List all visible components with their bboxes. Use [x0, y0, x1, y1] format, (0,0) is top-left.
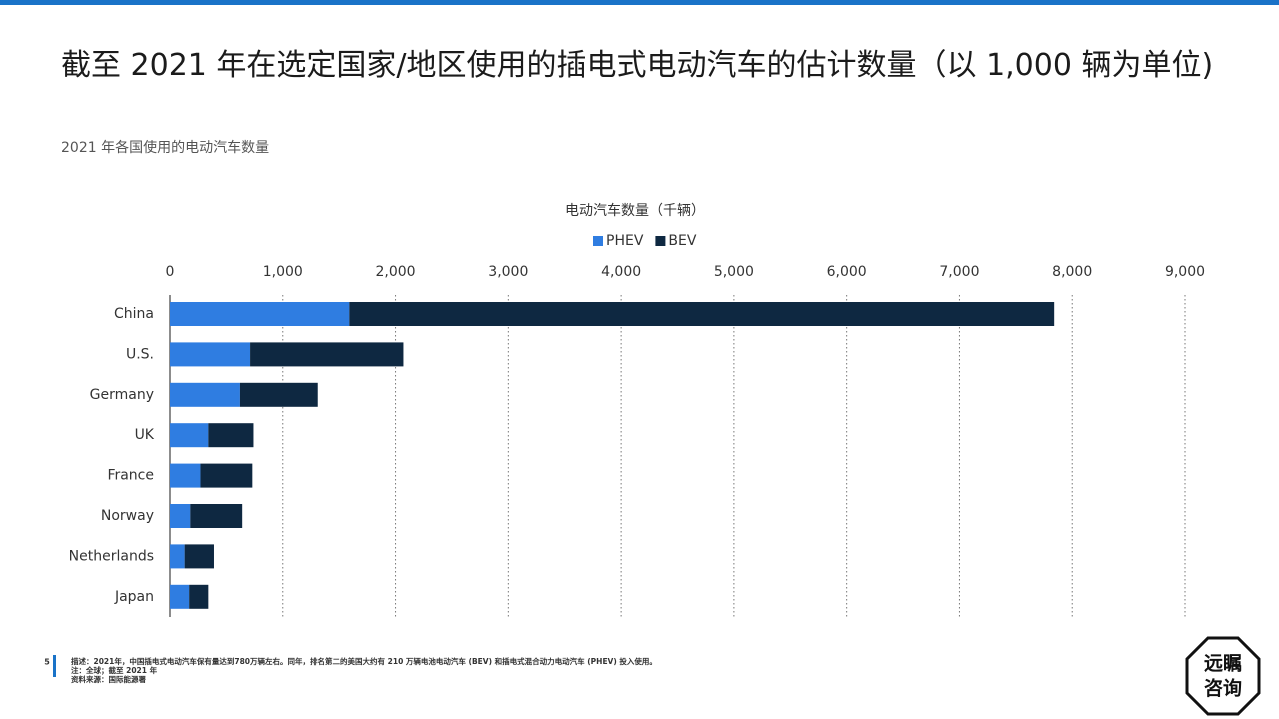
- logo-text: 咨询: [1204, 677, 1242, 700]
- top-bar: [0, 0, 1279, 5]
- bar: [190, 504, 243, 528]
- y-tick-label: Netherlands: [69, 548, 154, 564]
- legend-label: BEV: [668, 233, 696, 249]
- legend-swatch: [593, 236, 603, 246]
- x-tick-label: 3,000: [488, 264, 528, 280]
- x-tick-label: 9,000: [1165, 264, 1205, 280]
- y-tick-label: France: [107, 468, 154, 484]
- axis-title: 电动汽车数量（千辆）: [565, 202, 705, 219]
- bar: [239, 382, 318, 407]
- x-tick-label: 6,000: [827, 264, 867, 280]
- x-tick-label: 7,000: [939, 264, 979, 280]
- x-tick-label: 4,000: [601, 264, 641, 280]
- y-tick-label: China: [114, 306, 154, 322]
- x-tick-label: 8,000: [1052, 264, 1092, 280]
- bar: [170, 463, 201, 488]
- y-tick-label: UK: [135, 427, 155, 443]
- bar: [250, 342, 404, 367]
- legend-label: PHEV: [606, 233, 644, 249]
- logo-frame: [1185, 636, 1261, 716]
- bar: [184, 544, 214, 569]
- x-tick-label: 1,000: [263, 264, 303, 280]
- bar: [170, 302, 350, 326]
- note: 描述：2021年，中国插电式电动汽车保有量达到780万辆左右。同年，排名第二的美…: [71, 656, 657, 666]
- y-tick-label: Norway: [101, 508, 154, 524]
- x-tick-label: 2,000: [376, 264, 416, 280]
- y-tick-label: Japan: [114, 589, 154, 605]
- x-tick-label: 5,000: [714, 264, 754, 280]
- bar: [170, 423, 209, 448]
- bar: [170, 584, 190, 609]
- bar: [208, 423, 254, 448]
- bar: [200, 463, 253, 488]
- legend-swatch: [655, 236, 666, 246]
- bar: [170, 544, 185, 569]
- x-tick-label: 0: [166, 264, 175, 280]
- y-tick-label: Germany: [90, 387, 154, 403]
- bar: [170, 504, 191, 528]
- page-marker: [53, 655, 56, 677]
- note: 资料来源：国际能源署: [71, 674, 146, 684]
- bar: [349, 302, 1055, 326]
- y-tick-label: U.S.: [126, 346, 154, 362]
- bar: [170, 342, 251, 367]
- page-number: 5: [44, 658, 50, 667]
- subtitle: 2021 年各国使用的电动汽车数量: [61, 140, 270, 156]
- bar: [189, 584, 209, 609]
- note: 注：全球；截至 2021 年: [71, 665, 158, 676]
- bar: [170, 382, 240, 407]
- logo-text: 远瞩: [1204, 653, 1242, 675]
- title: 截至 2021 年在选定国家/地区使用的插电式电动汽车的估计数量（以 1,000…: [61, 48, 1214, 83]
